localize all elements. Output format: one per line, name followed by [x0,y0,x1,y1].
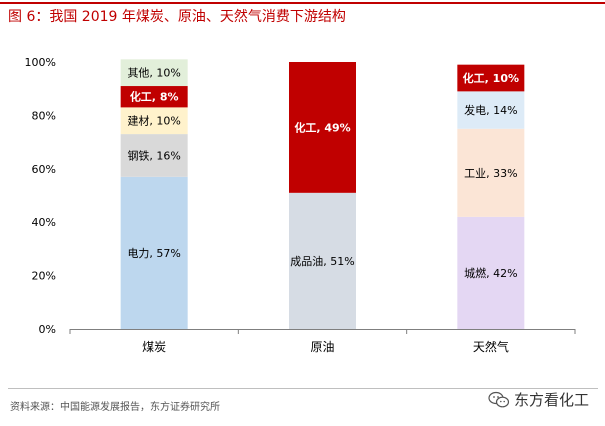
data-label: 城燃, 42% [464,266,517,280]
bar-segment [120,59,188,87]
data-label: 化工, 8% [130,90,179,104]
data-label: 化工, 49% [294,120,350,134]
y-tick-label: 0% [39,323,56,336]
bar-segment [120,176,188,329]
y-tick-label: 80% [32,109,56,122]
source-note: 资料来源：中国能源发展报告，东方证券研究所 [10,402,220,413]
brand-name: 东方看化工 [514,391,590,409]
figure-title: 图 6：我国 2019 年煤炭、原油、天然气消费下游结构 [8,9,346,25]
data-label: 电力, 57% [127,247,180,260]
y-tick-label: 60% [32,163,56,176]
bar-segment [457,64,525,92]
y-tick-label: 100% [25,56,56,69]
data-label: 工业, 33% [464,167,517,180]
data-label: 其他, 10% [127,67,180,80]
bar-segment [457,91,525,129]
x-category-label: 原油 [310,340,334,354]
data-label: 成品油, 51% [290,254,354,268]
bar-segment [120,134,188,177]
data-label: 建材, 10% [127,114,180,128]
bar-segment [289,192,356,329]
x-category-label: 天然气 [473,339,509,354]
wechat-icon [488,391,510,407]
bar-segment [120,86,188,108]
title-rule [0,2,605,4]
y-tick-label: 20% [32,270,56,283]
bar-segment [457,216,525,329]
source-divider [8,388,598,389]
y-tick-label: 40% [32,216,56,229]
bar-segment [457,128,525,217]
data-label: 发电, 14% [464,103,517,117]
bar-segment [289,62,356,193]
data-label: 化工, 10% [463,71,519,85]
brand: 东方看化工 [488,389,589,410]
data-label: 钢铁, 16% [127,149,180,162]
chart: 0% 20% 40% 60% 80% 100% 电力, 57% 钢铁, 16% 建材, 10% 化… [25,56,576,354]
x-category-label: 煤炭 [142,340,166,354]
bar-segment [120,107,188,135]
